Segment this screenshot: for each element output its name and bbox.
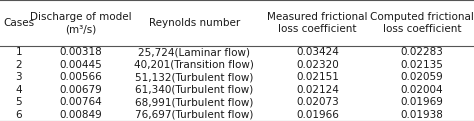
- Text: 2: 2: [16, 60, 22, 70]
- Text: 61,340(Turbulent flow): 61,340(Turbulent flow): [135, 85, 254, 95]
- Text: 0.00764: 0.00764: [59, 97, 102, 107]
- Text: 0.02135: 0.02135: [401, 60, 443, 70]
- Text: 0.01966: 0.01966: [296, 110, 339, 120]
- Text: 0.02320: 0.02320: [296, 60, 339, 70]
- Text: 0.02073: 0.02073: [296, 97, 339, 107]
- Text: 51,132(Turbulent flow): 51,132(Turbulent flow): [135, 72, 254, 82]
- Text: 0.00679: 0.00679: [59, 85, 102, 95]
- Text: 0.01938: 0.01938: [401, 110, 443, 120]
- Text: 0.02059: 0.02059: [401, 72, 443, 82]
- Text: 76,697(Turbulent flow): 76,697(Turbulent flow): [135, 110, 254, 120]
- Text: Discharge of model
(m³/s): Discharge of model (m³/s): [30, 12, 131, 34]
- Text: 0.02124: 0.02124: [296, 85, 339, 95]
- Text: 6: 6: [16, 110, 22, 120]
- Text: 40,201(Transition flow): 40,201(Transition flow): [135, 60, 254, 70]
- Text: 0.03424: 0.03424: [296, 47, 339, 57]
- Text: 68,991(Turbulent flow): 68,991(Turbulent flow): [135, 97, 254, 107]
- Text: 0.00849: 0.00849: [59, 110, 102, 120]
- Text: 5: 5: [16, 97, 22, 107]
- Text: 25,724(Laminar flow): 25,724(Laminar flow): [138, 47, 250, 57]
- Text: Cases: Cases: [3, 18, 35, 28]
- Text: 4: 4: [16, 85, 22, 95]
- Text: 0.01969: 0.01969: [401, 97, 443, 107]
- Text: 1: 1: [16, 47, 22, 57]
- Text: Reynolds number: Reynolds number: [149, 18, 240, 28]
- Text: 0.00445: 0.00445: [59, 60, 102, 70]
- Text: 3: 3: [16, 72, 22, 82]
- Text: 0.02283: 0.02283: [401, 47, 443, 57]
- Text: 0.02004: 0.02004: [401, 85, 443, 95]
- Text: 0.00318: 0.00318: [59, 47, 102, 57]
- Text: 0.02151: 0.02151: [296, 72, 339, 82]
- Text: Computed frictional
loss coefficient: Computed frictional loss coefficient: [370, 12, 474, 34]
- Text: Measured frictional
loss coefficient: Measured frictional loss coefficient: [267, 12, 368, 34]
- Text: 0.00566: 0.00566: [59, 72, 102, 82]
